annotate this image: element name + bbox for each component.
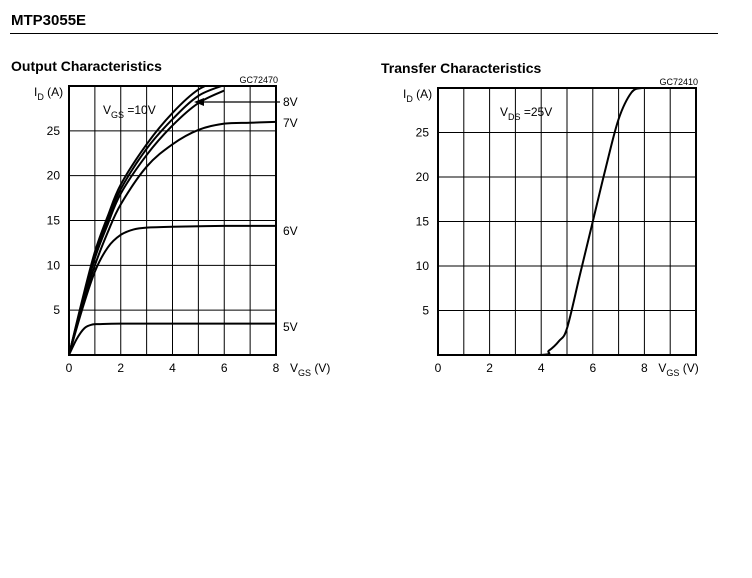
y-tick-label: 10 [47, 258, 61, 272]
curve-label-5v: 5V [283, 320, 298, 334]
x-tick-label: 6 [221, 361, 228, 375]
curve-label-6v: 6V [283, 224, 298, 238]
x-tick-label: 4 [169, 361, 176, 375]
curve-label-8v: 8V [283, 95, 298, 109]
output-characteristics-chart: 0 2 4 6 8 5 10 15 20 25 ID (A) VGS (V) GC72470 VGS =1… [34, 75, 330, 378]
plot-frame [437, 87, 697, 356]
y-tick-label: 20 [416, 170, 430, 184]
series-curve-6v [69, 224, 276, 355]
y-axis-label: ID (A) [403, 87, 432, 104]
part-number: MTP3055E [11, 12, 87, 29]
x-tick-label: 2 [486, 361, 493, 375]
series-curve-transfer [438, 88, 643, 355]
y-axis-label: ID (A) [34, 85, 63, 102]
figure-code: GC72410 [659, 77, 698, 87]
y-tick-label: 5 [53, 303, 60, 317]
y-tick-label: 10 [416, 259, 430, 273]
y-tick-label: 15 [416, 215, 430, 229]
condition-annotation: VDS =25V [500, 105, 552, 122]
x-axis-label: VGS (V) [658, 361, 698, 378]
x-tick-label: 0 [66, 361, 73, 375]
x-tick-label: 6 [589, 361, 596, 375]
x-tick-label: 8 [273, 361, 280, 375]
y-tick-label: 5 [422, 304, 429, 318]
x-tick-label: 0 [435, 361, 442, 375]
y-tick-label: 25 [47, 124, 61, 138]
title-rule [10, 33, 718, 34]
series-curve-7v [69, 120, 276, 355]
transfer-characteristics-chart: 0 2 4 6 8 5 10 15 20 25 ID (A) VGS (V) GC72410 VDS =2… [403, 77, 699, 378]
y-tick-label: 25 [416, 126, 430, 140]
y-tick-label: 15 [47, 214, 61, 228]
transfer-chart-title: Transfer Characteristics [381, 60, 542, 76]
curve-label-7v: 7V [283, 116, 298, 130]
curve-pointer-arrowhead [194, 98, 204, 106]
series-curve-5v [69, 322, 276, 355]
condition-annotation: VGS =10V [103, 103, 156, 120]
x-tick-label: 2 [117, 361, 124, 375]
x-tick-label: 8 [641, 361, 648, 375]
plot-frame [68, 85, 277, 356]
x-tick-label: 4 [538, 361, 545, 375]
output-chart-title: Output Characteristics [11, 58, 162, 74]
y-tick-label: 20 [47, 169, 61, 183]
figure-code: GC72470 [239, 75, 278, 85]
x-axis-label: VGS (V) [290, 361, 330, 378]
